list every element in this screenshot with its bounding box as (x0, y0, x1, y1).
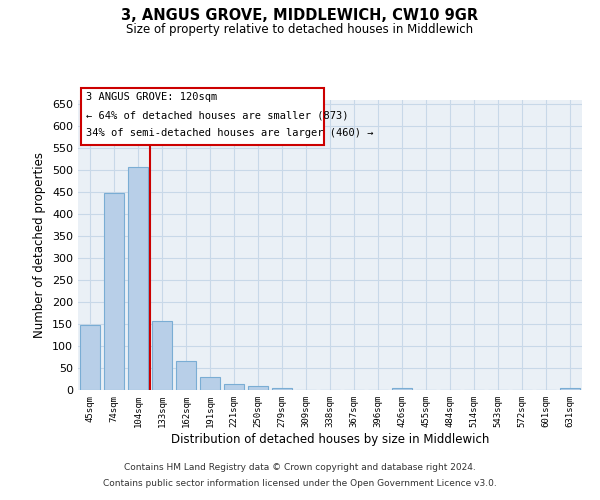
Text: Size of property relative to detached houses in Middlewich: Size of property relative to detached ho… (127, 22, 473, 36)
Bar (80, 326, 100, 390)
Bar (272, 388, 292, 390)
Bar (200, 377, 220, 390)
Text: 3, ANGUS GROVE, MIDDLEWICH, CW10 9GR: 3, ANGUS GROVE, MIDDLEWICH, CW10 9GR (121, 8, 479, 22)
Text: Distribution of detached houses by size in Middlewich: Distribution of detached houses by size … (171, 432, 489, 446)
Text: ← 64% of detached houses are smaller (873): ← 64% of detached houses are smaller (87… (86, 110, 348, 120)
Bar (128, 167, 148, 390)
Bar (560, 388, 580, 390)
Text: Contains HM Land Registry data © Crown copyright and database right 2024.: Contains HM Land Registry data © Crown c… (124, 464, 476, 472)
Bar (248, 386, 268, 390)
Text: Contains public sector information licensed under the Open Government Licence v3: Contains public sector information licen… (103, 478, 497, 488)
Bar (176, 362, 196, 390)
Y-axis label: Number of detached properties: Number of detached properties (34, 152, 46, 338)
Bar (224, 384, 244, 390)
Bar (392, 388, 412, 390)
Bar (152, 320, 172, 390)
Bar (104, 192, 124, 390)
Text: 3 ANGUS GROVE: 120sqm: 3 ANGUS GROVE: 120sqm (86, 92, 217, 102)
Text: 34% of semi-detached houses are larger (460) →: 34% of semi-detached houses are larger (… (86, 128, 373, 138)
